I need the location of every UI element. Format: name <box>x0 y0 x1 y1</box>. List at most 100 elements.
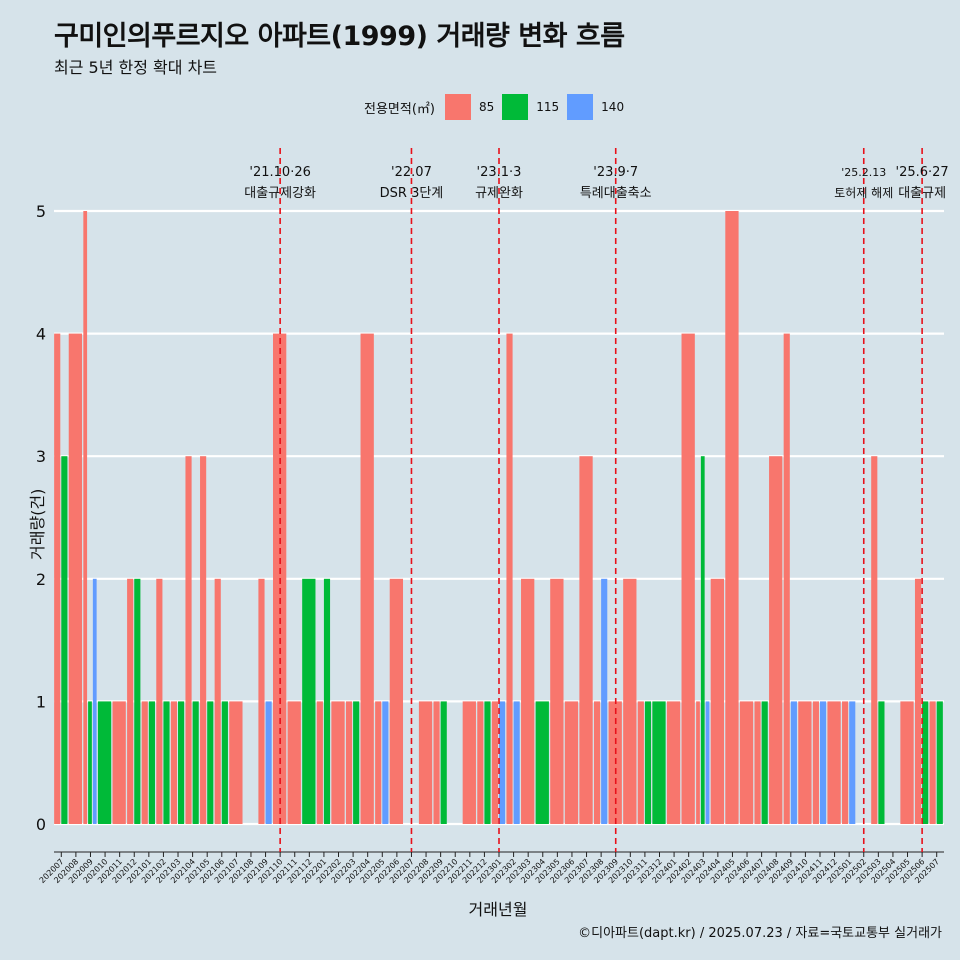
bar-115-202102 <box>163 701 170 824</box>
bar-115-202212 <box>484 701 491 824</box>
bar-85-202109 <box>258 578 265 824</box>
event-date-202309: '23.9·7 <box>593 165 638 180</box>
legend-label-140: 140 <box>601 100 625 114</box>
bar-140-202411 <box>819 701 827 824</box>
bar-115-202312 <box>652 701 666 824</box>
bar-115-202112 <box>302 578 316 824</box>
bar-115-202503 <box>878 701 885 824</box>
event-label-202301: 규제완화 <box>475 186 523 201</box>
bar-85-202302 <box>506 333 513 824</box>
bar-85-202412 <box>827 701 841 824</box>
bar-85-202102 <box>156 578 163 824</box>
legend-item-115: 115 <box>502 94 559 120</box>
bar-115-202311 <box>644 701 652 824</box>
y-axis-label: 거래량(건) <box>28 488 47 560</box>
y-tick-label-1: 1 <box>36 692 46 711</box>
bar-85-202202 <box>331 701 345 824</box>
bar-85-202104 <box>185 456 192 824</box>
bar-115-202009 <box>88 701 92 824</box>
bar-85-202111 <box>287 701 301 824</box>
bar-85-202303 <box>521 578 535 824</box>
event-label-202207: DSR 3단계 <box>380 186 444 201</box>
legend-label-115: 115 <box>536 100 560 114</box>
event-date-202502: '25.2.13 <box>841 166 886 179</box>
bar-85-202205 <box>375 701 382 824</box>
bar-140-202109 <box>265 701 272 824</box>
bar-115-202105 <box>207 701 214 824</box>
bar-85-202009 <box>83 211 88 824</box>
bar-115-202407 <box>761 701 768 824</box>
bar-85-202506 <box>914 578 922 824</box>
bar-115-202007 <box>61 456 68 824</box>
event-date-202110: '21.10·26 <box>249 165 310 180</box>
bar-85-202105 <box>200 456 207 824</box>
bar-115-202012 <box>134 578 141 824</box>
bar-85-202203 <box>345 701 353 824</box>
legend-title: 전용면적(㎡) <box>364 101 435 117</box>
legend-item-85: 85 <box>444 94 495 120</box>
bar-85-202208 <box>418 701 433 824</box>
bar-85-202505 <box>900 701 914 824</box>
bar-115-202201 <box>323 578 331 824</box>
bar-85-202403 <box>696 701 700 824</box>
source-caption: ©디아파트(dapt.kr) / 2025.07.23 / 자료=국토교통부 실… <box>578 926 942 941</box>
bar-85-202406 <box>739 701 754 824</box>
bar-85-202410 <box>798 701 812 824</box>
bar-115-202304 <box>535 701 549 824</box>
bar-115-202203 <box>353 701 360 824</box>
bar-85-202408 <box>769 456 783 824</box>
bar-140-202409 <box>790 701 797 824</box>
bar-115-202101 <box>148 701 155 824</box>
bar-140-202403 <box>705 701 710 824</box>
bar-85-202201 <box>316 701 323 824</box>
chart-subtitle: 최근 5년 한정 확대 차트 <box>54 58 218 77</box>
bar-85-202311 <box>637 701 644 824</box>
bar-85-202411 <box>812 701 819 824</box>
bar-85-202409 <box>783 333 790 824</box>
bar-115-202507 <box>936 701 943 824</box>
y-tick-label-5: 5 <box>36 202 46 221</box>
bar-85-202011 <box>112 701 126 824</box>
legend-label-85: 85 <box>478 100 495 114</box>
bar-85-202503 <box>871 456 878 824</box>
bar-140-202302 <box>513 701 520 824</box>
event-label-202309: 특례대출축소 <box>580 186 652 201</box>
bar-85-202405 <box>725 211 739 824</box>
bar-85-202301 <box>491 701 498 824</box>
bar-115-202403 <box>700 456 705 824</box>
y-tick-label-0: 0 <box>36 815 46 834</box>
chart-title: 구미인의푸르지오 아파트(1999) 거래량 변화 흐름 <box>54 21 625 52</box>
y-tick-label-4: 4 <box>36 325 46 344</box>
bar-85-202402 <box>681 333 695 824</box>
bar-115-202209 <box>440 701 447 824</box>
legend-item-140: 140 <box>567 94 624 120</box>
y-tick-label-3: 3 <box>36 447 46 466</box>
bar-85-202106 <box>214 578 221 824</box>
bar-115-202106 <box>221 701 228 824</box>
bar-85-202204 <box>360 333 374 824</box>
bar-115-202103 <box>178 701 185 824</box>
bar-85-202101 <box>141 701 148 824</box>
bar-85-202305 <box>550 578 564 824</box>
y-tick-label-2: 2 <box>36 570 46 589</box>
event-date-202506: '25.6·27 <box>896 165 949 180</box>
bar-115-202104 <box>192 701 199 824</box>
legend-swatch-140 <box>567 94 594 120</box>
bar-140-202009 <box>92 578 97 824</box>
legend-swatch-115 <box>502 94 529 120</box>
bar-85-202209 <box>433 701 440 824</box>
bar-140-202308 <box>601 578 608 824</box>
x-axis-label: 거래년월 <box>468 900 528 919</box>
legend: 전용면적(㎡) 85 115 140 <box>364 93 632 121</box>
bar-85-202007 <box>54 333 61 824</box>
bar-140-202301 <box>499 701 506 824</box>
bar-85-202310 <box>623 578 637 824</box>
bar-85-202206 <box>389 578 404 824</box>
event-label-202502: 토허제 해제 <box>834 186 893 200</box>
bar-85-202308 <box>593 701 601 824</box>
bar-85-202012 <box>127 578 134 824</box>
event-date-202207: '22.07 <box>391 165 432 180</box>
legend-swatch-85 <box>444 94 471 120</box>
event-date-202301: '23.1·3 <box>477 165 522 180</box>
